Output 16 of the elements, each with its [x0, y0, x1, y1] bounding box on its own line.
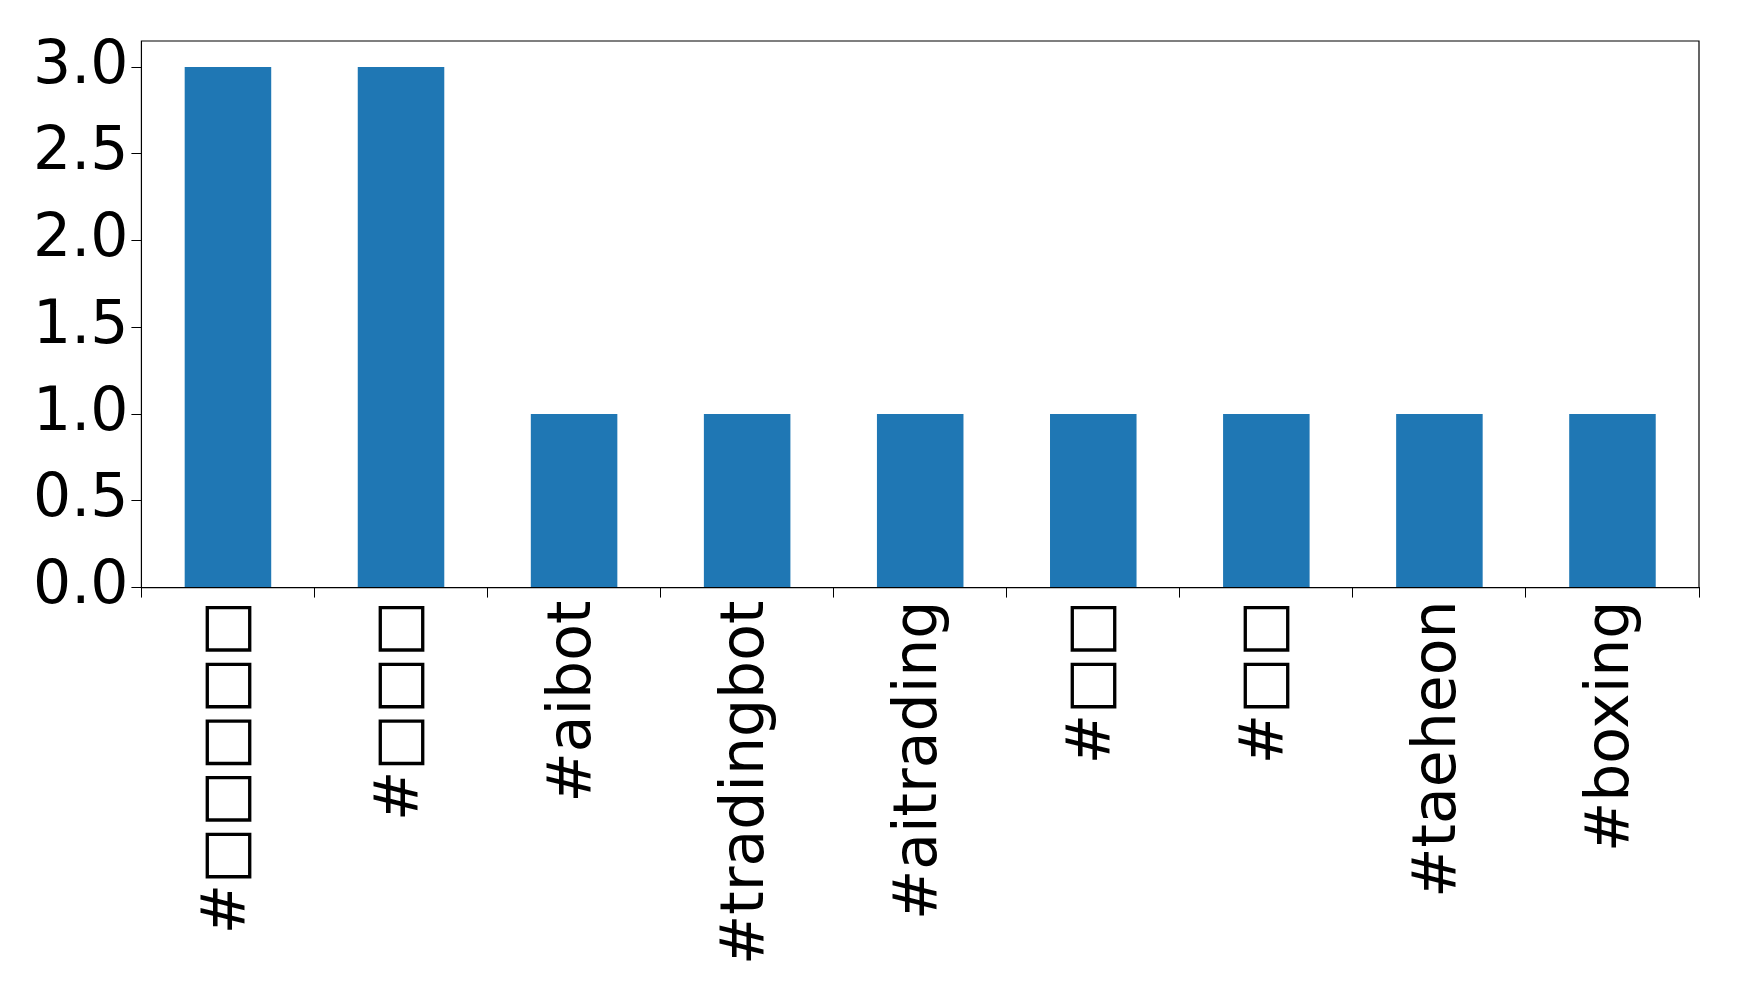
y-tick-label: 3.0: [33, 26, 129, 97]
x-tick-label: #aibot: [533, 600, 604, 803]
x-tick-label: #□□□: [360, 600, 431, 821]
x-tick-label: #aitrading: [879, 600, 950, 921]
y-tick-label: 1.0: [33, 373, 129, 444]
y-tick-label: 2.0: [33, 200, 129, 271]
x-tick-label: #□□□□□: [187, 600, 258, 935]
y-tick-label: 0.0: [33, 547, 129, 618]
y-tick-label: 1.5: [33, 286, 129, 357]
x-tick-label: #taeheon: [1399, 600, 1469, 898]
x-tick-label: #boxing: [1572, 600, 1643, 853]
x-tick-label: #tradingbot: [706, 600, 777, 966]
y-tick-label: 2.5: [33, 113, 129, 184]
y-tick-label: 0.5: [33, 460, 129, 531]
x-tick-label: #□□: [1225, 600, 1296, 765]
x-tick-label: #□□: [1052, 600, 1123, 765]
